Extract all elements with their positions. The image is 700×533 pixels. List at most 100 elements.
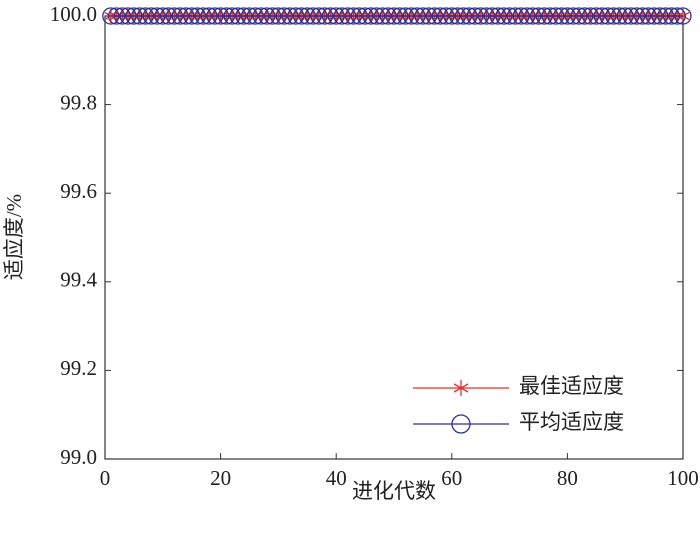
point xyxy=(281,7,299,25)
point xyxy=(327,7,345,25)
point xyxy=(217,7,236,25)
x-tick-label: 100 xyxy=(667,466,699,490)
point xyxy=(524,7,542,25)
point xyxy=(547,7,565,25)
point xyxy=(171,7,189,25)
point xyxy=(362,7,380,25)
point xyxy=(489,7,507,25)
point xyxy=(183,7,201,25)
point xyxy=(102,7,120,25)
point xyxy=(593,7,611,25)
point xyxy=(269,7,288,25)
point xyxy=(466,7,484,25)
point xyxy=(437,7,455,25)
point xyxy=(339,7,357,25)
x-tick-label: 20 xyxy=(210,466,231,490)
point xyxy=(194,7,212,25)
point xyxy=(373,7,392,25)
point xyxy=(633,7,652,25)
point xyxy=(564,7,582,25)
point xyxy=(541,7,559,25)
point xyxy=(119,7,137,25)
y-tick-label: 99.8 xyxy=(60,90,97,114)
point xyxy=(576,7,594,25)
point xyxy=(472,7,490,25)
y-tick-label: 100.0 xyxy=(50,2,97,26)
point xyxy=(356,7,374,25)
point xyxy=(206,7,224,25)
point xyxy=(131,7,149,25)
point xyxy=(512,7,530,25)
point xyxy=(460,7,478,25)
y-axis-label: 适应度/% xyxy=(2,194,26,280)
point xyxy=(443,7,461,25)
point xyxy=(275,7,293,25)
point xyxy=(425,7,444,25)
point xyxy=(177,7,195,25)
point xyxy=(408,7,426,25)
point xyxy=(483,7,501,25)
y-tick-label: 99.0 xyxy=(60,445,97,469)
point xyxy=(657,7,675,25)
point xyxy=(616,7,634,25)
point xyxy=(558,7,577,25)
point xyxy=(599,7,617,25)
point xyxy=(529,7,548,25)
point xyxy=(518,7,536,25)
point xyxy=(645,7,663,25)
point xyxy=(662,7,681,25)
point xyxy=(315,7,334,25)
point xyxy=(431,7,449,25)
point xyxy=(500,7,519,25)
point xyxy=(396,7,415,25)
point xyxy=(350,7,368,25)
legend-marker xyxy=(453,380,469,396)
point xyxy=(113,7,131,25)
point xyxy=(200,7,218,25)
point xyxy=(651,7,669,25)
point xyxy=(211,7,230,25)
point xyxy=(304,7,322,25)
point xyxy=(142,7,160,25)
point xyxy=(604,7,623,25)
point xyxy=(258,7,276,25)
point xyxy=(263,7,282,25)
point xyxy=(235,7,253,25)
point xyxy=(385,7,403,25)
legend-label: 平均适应度 xyxy=(519,410,624,434)
point xyxy=(333,7,351,25)
point xyxy=(506,7,525,25)
point xyxy=(570,7,588,25)
point xyxy=(321,7,340,25)
point xyxy=(402,7,420,25)
point xyxy=(107,7,126,25)
point xyxy=(344,7,363,25)
point xyxy=(136,7,155,25)
point xyxy=(148,7,166,25)
point xyxy=(454,7,473,25)
point xyxy=(246,7,264,25)
point xyxy=(477,7,496,25)
point xyxy=(420,7,438,25)
point xyxy=(223,7,241,25)
point xyxy=(165,7,184,25)
point xyxy=(252,7,270,25)
point xyxy=(379,7,397,25)
point xyxy=(448,7,467,25)
point xyxy=(298,7,316,25)
point xyxy=(581,7,600,25)
point xyxy=(628,7,646,25)
point xyxy=(125,7,143,25)
point xyxy=(639,7,657,25)
point xyxy=(229,7,247,25)
point xyxy=(188,7,207,25)
point xyxy=(414,7,432,25)
x-tick-label: 60 xyxy=(441,466,462,490)
point xyxy=(391,7,409,25)
point xyxy=(674,7,692,25)
point xyxy=(610,7,629,25)
point xyxy=(587,7,605,25)
y-tick-label: 99.4 xyxy=(60,268,97,292)
legend-marker xyxy=(451,414,471,434)
